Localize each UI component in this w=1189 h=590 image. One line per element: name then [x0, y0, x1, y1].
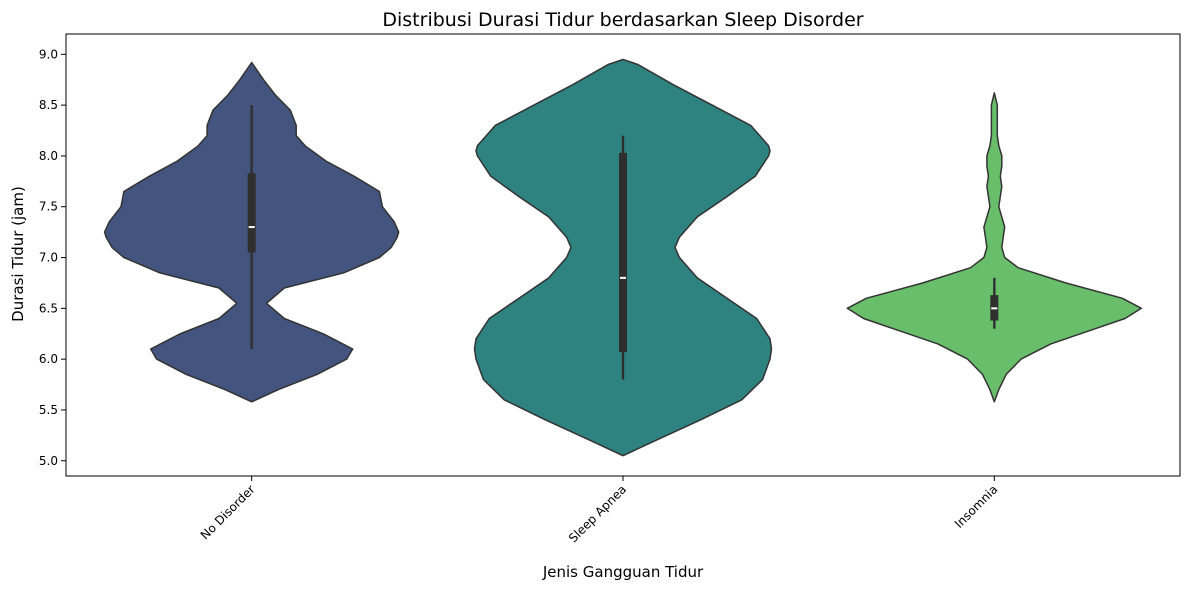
- y-tick-label: 8.0: [39, 149, 58, 163]
- y-tick-label: 7.5: [39, 200, 58, 214]
- violin-no-disorder: [103, 61, 400, 403]
- y-tick-label: 6.5: [39, 301, 58, 315]
- plot-area: [65, 33, 1181, 477]
- x-tick-label: Sleep Apnea: [566, 482, 629, 545]
- x-axis: No Disorder Sleep Apnea Insomnia: [198, 476, 1001, 545]
- y-axis: 5.0 5.5 6.0 6.5 7.0 7.5 8.0 8.5 9.0: [39, 47, 66, 468]
- violin-iqr-box: [247, 173, 256, 253]
- violin-insomnia: [846, 92, 1143, 403]
- x-tick-label: Insomnia: [952, 482, 1001, 531]
- violin-iqr-box: [619, 152, 627, 353]
- y-tick-label: 8.5: [39, 98, 58, 112]
- x-axis-label: Jenis Gangguan Tidur: [542, 563, 704, 581]
- x-tick-label: No Disorder: [198, 482, 258, 542]
- y-axis-label: Durasi Tidur (jam): [9, 186, 27, 322]
- chart-title: Distribusi Durasi Tidur berdasarkan Slee…: [382, 9, 863, 31]
- y-tick-label: 6.0: [39, 352, 58, 366]
- y-tick-label: 5.0: [39, 454, 58, 468]
- y-tick-label: 7.0: [39, 251, 58, 265]
- violin-body: [846, 92, 1143, 403]
- violin-sleep-apnea: [473, 58, 773, 457]
- y-tick-label: 5.5: [39, 403, 58, 417]
- y-tick-label: 9.0: [39, 47, 58, 61]
